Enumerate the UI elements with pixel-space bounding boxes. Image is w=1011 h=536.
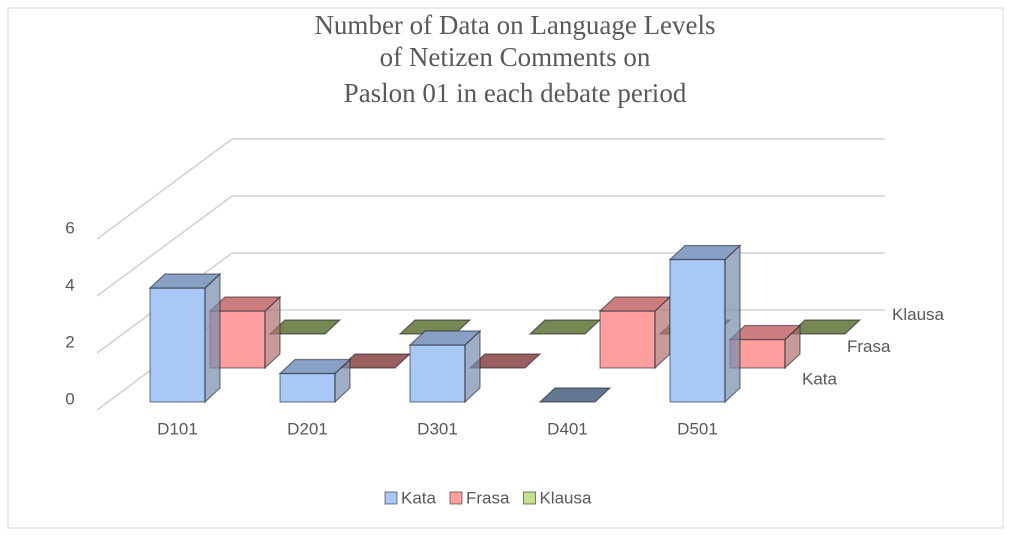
bar <box>788 319 862 335</box>
bar <box>668 244 742 404</box>
bar <box>278 358 352 404</box>
bar-face <box>668 244 742 261</box>
grid-line <box>96 252 885 354</box>
chart-title: of Netizen Comments on <box>380 42 651 72</box>
bar-face <box>724 244 741 404</box>
bar-face <box>599 310 656 369</box>
depth-label: Frasa <box>847 337 891 356</box>
bar <box>148 272 222 404</box>
bar-face <box>409 344 466 403</box>
y-tick-label: 6 <box>65 218 74 237</box>
depth-label: Klausa <box>892 305 945 324</box>
legend-swatch <box>449 491 463 505</box>
grid-line <box>96 138 885 240</box>
y-tick-label: 2 <box>65 332 74 351</box>
bar-face <box>149 287 206 403</box>
bar-face <box>278 358 352 375</box>
bar-face <box>788 319 862 335</box>
bar <box>538 387 612 403</box>
x-tick-label: D501 <box>677 419 718 438</box>
legend-swatch <box>522 491 536 505</box>
bar-face <box>538 387 612 403</box>
y-tick-label: 4 <box>65 275 74 294</box>
x-tick-label: D301 <box>417 419 458 438</box>
y-tick-label: 0 <box>65 389 74 408</box>
legend-swatch <box>384 491 398 505</box>
bar-face <box>204 272 221 404</box>
chart-title: Paslon 01 in each debate period <box>344 78 687 108</box>
legend-label: Frasa <box>466 488 510 507</box>
grid-line <box>96 195 885 297</box>
x-tick-label: D101 <box>157 419 198 438</box>
chart-frame <box>7 7 1004 529</box>
legend-label: Kata <box>401 488 437 507</box>
bar <box>408 329 482 404</box>
x-tick-label: D201 <box>287 419 328 438</box>
chart-title: Number of Data on Language Levels <box>314 10 715 40</box>
x-tick-label: D401 <box>547 419 588 438</box>
bar-face <box>408 330 482 346</box>
bar-face <box>279 372 336 403</box>
bar <box>598 295 672 370</box>
legend-label: Klausa <box>539 488 592 507</box>
bar-face <box>148 273 222 289</box>
depth-label: Kata <box>802 369 838 388</box>
bar-face <box>669 258 726 403</box>
